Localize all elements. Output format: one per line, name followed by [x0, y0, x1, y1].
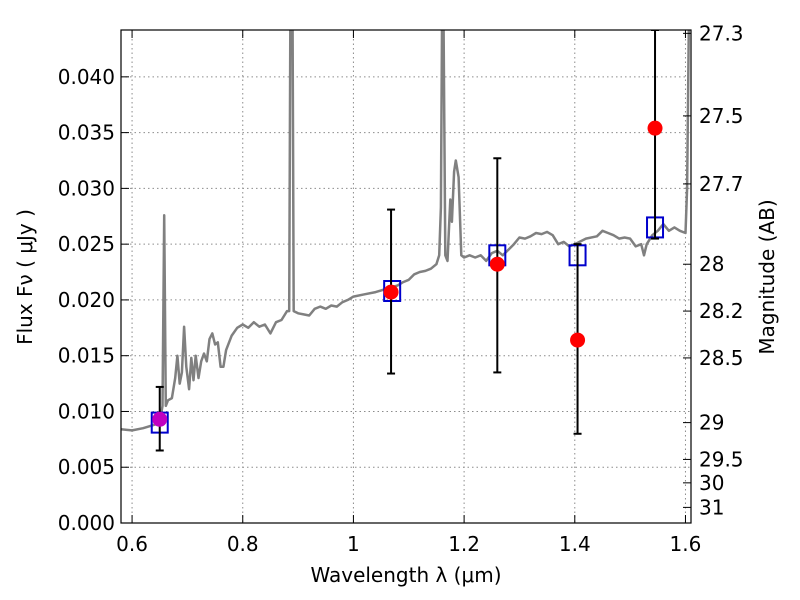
plot-frame: [120, 29, 692, 524]
observed-point: [152, 411, 168, 427]
mag-tick-label: 27.3: [699, 21, 744, 45]
y-tick-label: 0.010: [58, 399, 115, 423]
y-tick-label: 0.035: [58, 121, 115, 145]
mag-tick-label: 27.7: [699, 172, 744, 196]
axes: 0.6 0.8 1 1.2 1.4 1.6 0.000 0.005 0.010 0.015 0.02…: [58, 21, 744, 556]
mag-tick-label: 28: [699, 252, 724, 276]
grid-lines: [121, 30, 691, 524]
mag-tick-label: 30: [699, 471, 724, 495]
mag-tick-label: 29: [699, 411, 724, 435]
mag-tick-label: 31: [699, 495, 724, 519]
plot-area: [121, 30, 691, 452]
y-tick-label: 0.030: [58, 176, 115, 200]
y-tick-label: 0.025: [58, 232, 115, 256]
x-axis-title: Wavelength λ (μm): [310, 563, 501, 587]
model-spectrum-line: [121, 30, 691, 432]
observed-point: [383, 284, 399, 300]
y-tick-label: 0.000: [58, 511, 115, 535]
observed-point: [489, 256, 505, 272]
x-tick-label: 1.2: [448, 532, 480, 556]
y-tick-label: 0.020: [58, 288, 115, 312]
y-tick-label: 0.005: [58, 455, 115, 479]
x-tick-label: 0.8: [227, 532, 259, 556]
observed-point: [570, 332, 586, 348]
x-tick-label: 1: [347, 532, 360, 556]
mag-tick-label: 28.5: [699, 346, 744, 370]
y-tick-label: 0.040: [58, 65, 115, 89]
right-axis-title: Magnitude (AB): [755, 199, 779, 354]
mag-tick-label: 27.5: [699, 104, 744, 128]
y-axis-title: Flux Fν ( μJy ): [13, 209, 37, 345]
observed-point: [647, 120, 663, 136]
mag-tick-label: 28.2: [699, 299, 744, 323]
x-tick-label: 1.6: [670, 532, 702, 556]
y-tick-label: 0.015: [58, 344, 115, 368]
mag-tick-label: 29.5: [699, 447, 744, 471]
x-tick-label: 0.6: [116, 532, 148, 556]
x-tick-label: 1.4: [559, 532, 591, 556]
